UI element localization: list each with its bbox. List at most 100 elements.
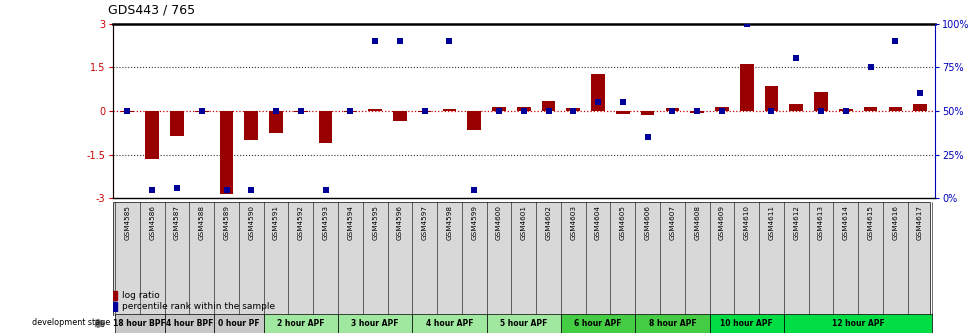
Text: GSM4586: GSM4586 xyxy=(149,205,156,240)
Point xyxy=(763,108,778,114)
Point xyxy=(640,134,655,140)
Text: GSM4605: GSM4605 xyxy=(619,205,625,240)
Bar xyxy=(788,103,802,111)
Point xyxy=(244,187,259,192)
Bar xyxy=(244,111,258,140)
Bar xyxy=(269,111,283,133)
Bar xyxy=(412,314,486,333)
Text: 12 hour APF: 12 hour APF xyxy=(831,319,884,328)
Text: GSM4608: GSM4608 xyxy=(693,205,699,240)
Point xyxy=(515,108,531,114)
Text: GSM4603: GSM4603 xyxy=(570,205,576,240)
FancyArrow shape xyxy=(96,319,105,328)
Text: GSM4597: GSM4597 xyxy=(422,205,427,240)
Bar xyxy=(393,111,406,121)
Bar xyxy=(665,108,679,111)
Bar xyxy=(912,103,926,111)
Point xyxy=(194,108,209,114)
Point xyxy=(713,108,729,114)
Text: GSM4594: GSM4594 xyxy=(347,205,353,240)
Bar xyxy=(120,111,134,112)
Point xyxy=(540,108,556,114)
Bar xyxy=(112,302,116,311)
Text: GSM4601: GSM4601 xyxy=(520,205,526,240)
Point xyxy=(491,108,507,114)
Point xyxy=(837,108,853,114)
Bar xyxy=(293,111,307,112)
Text: GSM4590: GSM4590 xyxy=(248,205,254,240)
Bar xyxy=(641,111,653,115)
Bar xyxy=(635,314,709,333)
Bar xyxy=(863,107,876,111)
Text: GSM4610: GSM4610 xyxy=(743,205,749,240)
Text: GSM4596: GSM4596 xyxy=(396,205,403,240)
Point xyxy=(738,21,754,26)
Point xyxy=(441,38,457,44)
Bar xyxy=(467,111,480,130)
Text: 5 hour APF: 5 hour APF xyxy=(500,319,547,328)
Point xyxy=(144,187,159,192)
Bar xyxy=(591,75,604,111)
Point xyxy=(292,108,308,114)
Text: 6 hour APF: 6 hour APF xyxy=(574,319,621,328)
Bar xyxy=(888,108,901,111)
Text: GSM4599: GSM4599 xyxy=(470,205,476,240)
Point xyxy=(268,108,284,114)
Text: GSM4593: GSM4593 xyxy=(323,205,329,240)
Point xyxy=(911,91,927,96)
Bar xyxy=(714,108,728,111)
Text: GSM4602: GSM4602 xyxy=(545,205,551,240)
Text: GSM4585: GSM4585 xyxy=(124,205,130,240)
Bar xyxy=(566,108,580,111)
Text: percentile rank within the sample: percentile rank within the sample xyxy=(121,302,275,311)
Text: GSM4611: GSM4611 xyxy=(768,205,774,240)
Bar xyxy=(112,291,116,300)
Text: GSM4592: GSM4592 xyxy=(297,205,303,240)
Text: GSM4609: GSM4609 xyxy=(718,205,724,240)
Text: GSM4614: GSM4614 xyxy=(842,205,848,240)
Point xyxy=(391,38,407,44)
Bar xyxy=(516,107,530,111)
Text: GSM4595: GSM4595 xyxy=(372,205,378,240)
Text: development stage: development stage xyxy=(31,318,110,327)
Text: GSM4587: GSM4587 xyxy=(174,205,180,240)
Text: GSM4604: GSM4604 xyxy=(595,205,600,240)
Text: GSM4617: GSM4617 xyxy=(916,205,922,240)
Point xyxy=(169,185,185,191)
Point xyxy=(466,187,481,192)
Text: GSM4598: GSM4598 xyxy=(446,205,452,240)
Text: GSM4615: GSM4615 xyxy=(867,205,872,240)
Point xyxy=(787,56,803,61)
Point xyxy=(887,38,903,44)
Text: GSM4612: GSM4612 xyxy=(792,205,798,240)
Bar xyxy=(418,111,431,112)
Point xyxy=(367,38,382,44)
Bar xyxy=(319,111,333,143)
Bar xyxy=(115,314,164,333)
Bar xyxy=(541,101,555,111)
Point xyxy=(342,108,358,114)
Text: 8 hour APF: 8 hour APF xyxy=(647,319,695,328)
Text: GSM4600: GSM4600 xyxy=(496,205,502,240)
Text: 18 hour BPF: 18 hour BPF xyxy=(113,319,166,328)
Bar xyxy=(838,109,852,111)
Text: 2 hour APF: 2 hour APF xyxy=(277,319,325,328)
Text: 3 hour APF: 3 hour APF xyxy=(351,319,398,328)
Text: 0 hour PF: 0 hour PF xyxy=(218,319,259,328)
Bar xyxy=(739,64,753,111)
Point xyxy=(565,108,581,114)
Point xyxy=(119,108,135,114)
Bar xyxy=(764,86,778,111)
Text: GSM4613: GSM4613 xyxy=(818,205,823,240)
Point xyxy=(689,108,704,114)
Text: GSM4607: GSM4607 xyxy=(669,205,675,240)
Bar xyxy=(343,111,357,112)
Bar xyxy=(170,111,184,136)
Bar xyxy=(164,314,214,333)
Bar xyxy=(783,314,931,333)
Point xyxy=(218,187,234,192)
Text: 4 hour APF: 4 hour APF xyxy=(425,319,472,328)
Bar xyxy=(263,314,337,333)
Bar xyxy=(689,111,703,113)
Bar xyxy=(560,314,635,333)
